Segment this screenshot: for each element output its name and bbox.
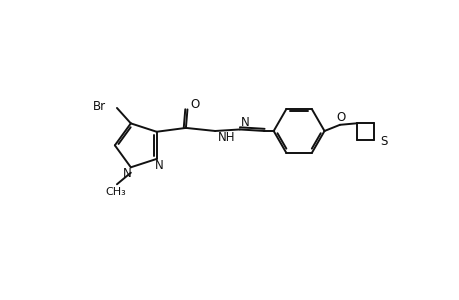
Text: S: S (380, 134, 387, 148)
Text: CH₃: CH₃ (106, 187, 126, 197)
Text: Br: Br (93, 100, 106, 113)
Text: O: O (190, 98, 199, 111)
Text: N: N (241, 116, 250, 129)
Text: NH: NH (217, 131, 235, 144)
Text: N: N (155, 159, 164, 172)
Text: N: N (123, 167, 132, 180)
Text: O: O (336, 111, 345, 124)
